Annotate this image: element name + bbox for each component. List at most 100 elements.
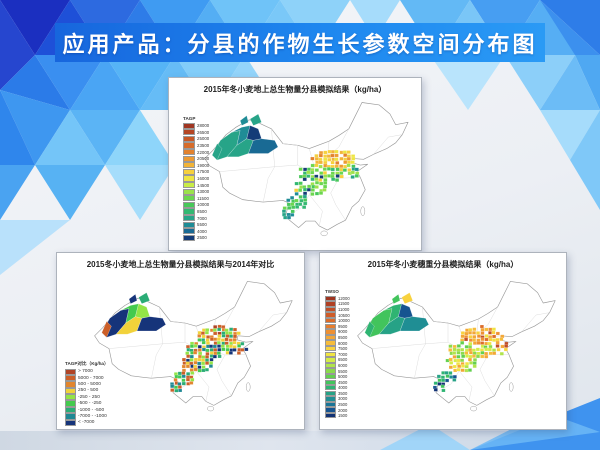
legend-value: 12000 <box>338 295 350 301</box>
legend-value: > 7000 <box>78 369 93 375</box>
legend-value: -500 - -250 <box>78 401 102 407</box>
legend-entry: 20500 <box>183 155 209 162</box>
legend-entry: 8000 <box>325 340 350 346</box>
legend-value: 5000 - 7000 <box>78 375 104 381</box>
legend-value: 6500 <box>338 357 348 363</box>
legend-swatch <box>183 142 195 149</box>
legend-swatch <box>183 215 195 222</box>
legend-value: 11500 <box>197 195 209 201</box>
legend-swatch <box>325 334 336 341</box>
legend-value: 14500 <box>197 182 210 188</box>
panel-title: 2015年冬小麦穗重分县模拟结果（kg/ha） <box>367 260 519 269</box>
ear-weight-map-panel: 2015年冬小麦穗重分县模拟结果（kg/ha） TWSO 12000 11500 11… <box>319 252 567 430</box>
legend-value: 17500 <box>197 169 210 175</box>
legend-value: 8000 <box>338 340 348 346</box>
legend-entry: 10500 <box>325 312 350 318</box>
legend-entry: 2000 <box>325 407 350 413</box>
slide-title: 应用产品：分县的作物生长参数空间分布图 <box>62 31 538 57</box>
legend-entry: 13000 <box>183 188 209 195</box>
legend-entry: 14500 <box>183 182 209 189</box>
legend-entry: 17500 <box>183 168 210 176</box>
legend-value: 5500 <box>197 222 207 228</box>
legend-swatch <box>183 228 195 235</box>
legend-value: 2500 <box>197 235 207 241</box>
legend-value: 2500 <box>338 402 348 408</box>
legend-swatch <box>65 374 76 382</box>
legend-entry: 3000 <box>325 396 350 402</box>
legend-swatch <box>65 381 76 388</box>
legend-swatch <box>183 201 195 209</box>
china-choropleth-map <box>94 281 293 412</box>
legend-entry: -7000 - -1000 <box>65 413 109 420</box>
legend-entry: 5500 <box>183 221 209 228</box>
legend-entry: 500 - 5000 <box>65 381 109 388</box>
legend-value: 2000 <box>338 407 348 413</box>
legend-value: 250 - 500 <box>78 388 99 394</box>
legend-entry: 8500 <box>325 334 350 341</box>
biomass-map-panel: 2015年冬小麦地上总生物量分县模拟结果（kg/ha） TAGP 28000 265… <box>168 77 422 251</box>
legend-value: 22000 <box>197 149 210 155</box>
legend-swatch <box>65 413 76 420</box>
legend-value: 5000 <box>338 374 348 380</box>
map-legend: TWSO 12000 11500 11000 10500 10000 9500 9000 850… <box>325 289 350 419</box>
biomass-comparison-map-panel: 2015冬小麦地上总生物量分县模拟结果与2014年对比 TAGP对比（Kg/ha… <box>56 252 305 430</box>
legend-value: 10000 <box>338 318 350 324</box>
legend-entry: 11000 <box>325 306 350 313</box>
legend-value: 8500 <box>197 209 207 215</box>
legend-swatch <box>325 413 336 419</box>
legend-title: TAGP <box>183 116 196 121</box>
legend-swatch <box>325 312 336 318</box>
legend-swatch <box>183 221 195 228</box>
legend-entry: 11500 <box>183 195 209 202</box>
legend-swatch <box>325 301 336 307</box>
legend-value: 7500 <box>338 346 348 352</box>
legend-value: 4000 <box>338 385 348 391</box>
legend-entry: 9500 <box>325 323 350 329</box>
legend-entry: 2500 <box>183 234 209 242</box>
legend-swatch <box>325 390 336 397</box>
legend-entry: 4000 <box>183 228 209 235</box>
legend-entry: 6000 <box>325 362 350 369</box>
legend-swatch <box>183 162 195 169</box>
legend-entry: < -7000 <box>65 419 109 427</box>
legend-entry: 22000 <box>183 149 209 156</box>
legend-swatch <box>325 306 336 313</box>
legend-swatch <box>183 182 195 189</box>
legend-entry: 28000 <box>183 122 209 130</box>
legend-entry: 4500 <box>325 379 350 385</box>
legend-swatch <box>183 129 195 136</box>
legend-value: 3500 <box>338 390 348 396</box>
legend-entry: 12000 <box>325 295 350 302</box>
legend-swatch <box>325 401 336 408</box>
legend-swatch <box>325 329 336 335</box>
legend-value: 9500 <box>338 323 348 329</box>
legend-swatch <box>183 234 195 241</box>
legend-swatch <box>325 323 336 329</box>
legend-swatch <box>325 407 336 413</box>
legend-swatch <box>183 195 195 202</box>
map-legend: TAGP对比（Kg/ha） > 7000 5000 - 7000 500 - 5000… <box>65 361 109 427</box>
legend-entry: 8500 <box>183 208 209 215</box>
legend-value: < -7000 <box>78 420 95 426</box>
legend-swatch <box>183 135 195 143</box>
legend-entry: 16000 <box>183 175 209 182</box>
legend-value: -250 - 250 <box>78 394 100 400</box>
legend-swatch <box>325 357 336 363</box>
china-choropleth-map <box>204 102 409 237</box>
legend-swatch <box>183 188 195 195</box>
legend-entry: 7000 <box>183 215 209 222</box>
legend-value: 11000 <box>338 306 350 312</box>
legend-value: 6000 <box>338 362 348 368</box>
legend-value: 23500 <box>197 143 210 149</box>
legend-swatch <box>183 168 195 176</box>
legend-entry: 7500 <box>325 345 350 352</box>
legend-value: 16000 <box>197 176 210 182</box>
legend-entry: 9000 <box>325 329 350 335</box>
legend-swatch <box>325 345 336 352</box>
legend-swatch <box>183 155 195 162</box>
legend-swatch <box>65 368 76 375</box>
legend-entry: 2500 <box>325 401 350 408</box>
legend-value: 8500 <box>338 334 348 340</box>
legend-swatch <box>65 394 76 401</box>
